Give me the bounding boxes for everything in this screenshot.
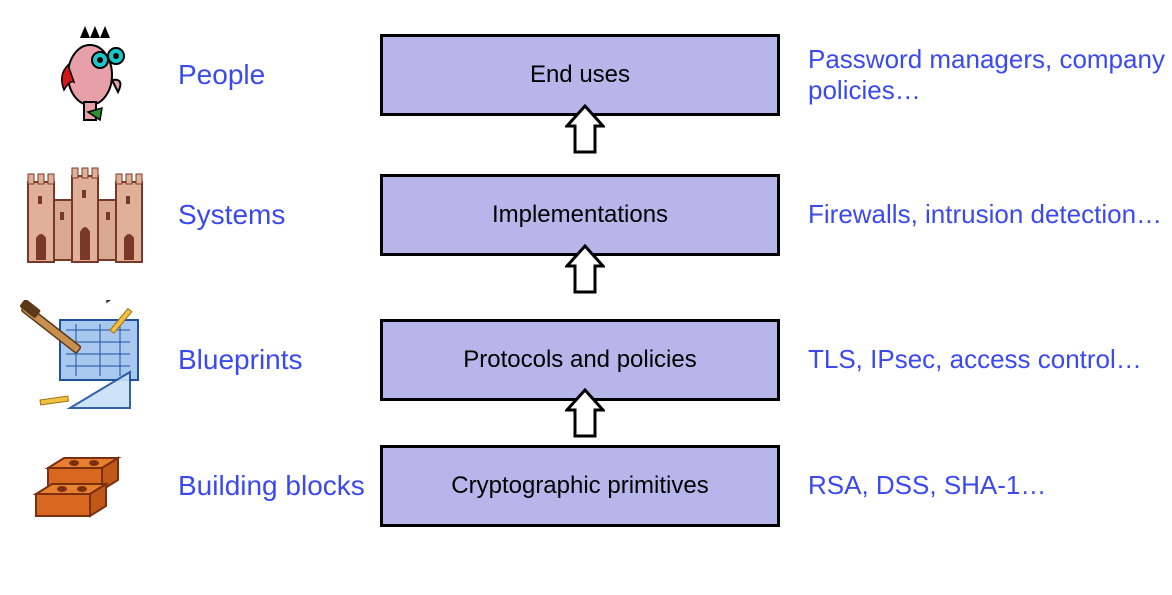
arrow-2: [560, 388, 610, 438]
right-col-2: TLS, IPsec, access control…: [790, 344, 1170, 375]
left-label-2: Blueprints: [178, 344, 303, 376]
right-col-0: Password managers, company policies…: [790, 44, 1170, 106]
box-label-2: Protocols and policies: [463, 346, 696, 374]
left-label-1: Systems: [178, 199, 285, 231]
icon-col-0: [0, 20, 170, 130]
castle-icon: [20, 160, 150, 270]
layer-row-3: Building blocks Cryptographic primitives…: [0, 445, 1172, 527]
icon-col-2: [0, 300, 170, 420]
up-arrow-icon: [565, 244, 605, 294]
box-col-3: Cryptographic primitives: [370, 445, 790, 527]
right-col-3: RSA, DSS, SHA-1…: [790, 470, 1170, 501]
icon-col-3: [0, 446, 170, 526]
bricks-icon: [30, 446, 140, 526]
box-label-0: End uses: [530, 61, 630, 89]
arrow-1: [560, 244, 610, 294]
left-label-col-2: Blueprints: [170, 344, 370, 376]
right-col-1: Firewalls, intrusion detection…: [790, 199, 1170, 230]
left-label-col-3: Building blocks: [170, 470, 370, 502]
right-label-1: Firewalls, intrusion detection…: [808, 199, 1162, 230]
up-arrow-icon: [565, 104, 605, 154]
layer-box-3: Cryptographic primitives: [380, 445, 780, 527]
left-label-0: People: [178, 59, 265, 91]
up-arrow-icon: [565, 388, 605, 438]
box-label-1: Implementations: [492, 201, 668, 229]
left-label-3: Building blocks: [178, 470, 365, 502]
right-label-0: Password managers, company policies…: [808, 44, 1170, 106]
box-label-3: Cryptographic primitives: [451, 472, 708, 500]
left-label-col-1: Systems: [170, 199, 370, 231]
person-icon: [30, 20, 140, 130]
icon-col-1: [0, 160, 170, 270]
right-label-2: TLS, IPsec, access control…: [808, 344, 1142, 375]
blueprint-icon: [20, 300, 150, 420]
right-label-3: RSA, DSS, SHA-1…: [808, 470, 1046, 501]
left-label-col-0: People: [170, 59, 370, 91]
arrow-0: [560, 104, 610, 154]
